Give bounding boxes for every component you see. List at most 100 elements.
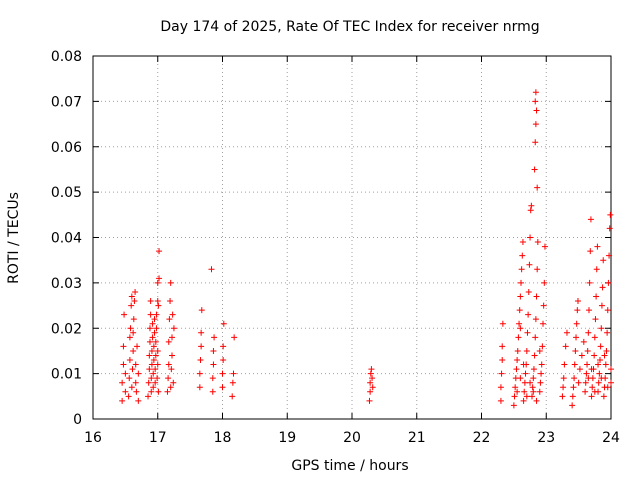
data-point	[366, 397, 373, 404]
data-point	[539, 343, 546, 350]
data-point	[572, 347, 579, 354]
data-point	[146, 338, 153, 345]
data-point	[126, 357, 133, 364]
chart-title: Day 174 of 2025, Rate Of TEC Index for r…	[160, 19, 539, 35]
data-point	[588, 393, 595, 400]
data-point	[154, 361, 161, 368]
grid	[93, 56, 611, 419]
data-point	[569, 393, 576, 400]
data-point	[219, 384, 226, 391]
data-point	[154, 347, 161, 354]
data-point	[578, 352, 585, 359]
data-point	[154, 279, 161, 286]
data-point	[604, 329, 611, 336]
data-point	[582, 388, 589, 395]
data-point	[499, 357, 506, 364]
data-point	[570, 384, 577, 391]
data-point	[368, 366, 375, 373]
x-tick-label: 18	[214, 430, 232, 446]
data-point	[367, 379, 374, 386]
data-point	[598, 325, 605, 332]
y-tick-label: 0.02	[51, 321, 82, 337]
data-point	[151, 316, 158, 323]
data-point	[146, 325, 153, 332]
data-point	[600, 393, 607, 400]
data-point	[598, 302, 605, 309]
data-point	[210, 347, 217, 354]
data-point	[601, 352, 608, 359]
x-tick-label: 16	[84, 430, 102, 446]
data-point	[122, 370, 129, 377]
y-tick-label: 0.07	[51, 94, 82, 110]
data-point	[220, 357, 227, 364]
data-point	[534, 184, 541, 191]
data-point	[517, 293, 524, 300]
data-point	[198, 329, 205, 336]
x-tick-label: 22	[473, 430, 491, 446]
data-point	[587, 216, 594, 223]
data-point	[150, 343, 157, 350]
data-point	[148, 375, 155, 382]
data-point	[514, 388, 521, 395]
data-point	[130, 316, 137, 323]
data-point	[148, 347, 155, 354]
data-point	[532, 316, 539, 323]
data-point	[155, 302, 162, 309]
data-point	[595, 379, 602, 386]
data-point	[166, 316, 173, 323]
x-tick-label: 24	[602, 430, 620, 446]
data-point	[150, 357, 157, 364]
data-point	[530, 366, 537, 373]
data-point	[151, 329, 158, 336]
data-point	[573, 334, 580, 341]
data-point	[523, 393, 530, 400]
data-point	[604, 384, 611, 391]
data-point	[152, 366, 159, 373]
data-point	[132, 361, 139, 368]
data-point	[608, 379, 614, 386]
data-point	[529, 384, 536, 391]
data-point	[211, 334, 218, 341]
data-point	[126, 334, 133, 341]
data-point	[146, 366, 153, 373]
data-point	[125, 393, 132, 400]
data-point	[156, 248, 163, 255]
data-point	[538, 361, 545, 368]
data-point	[592, 316, 599, 323]
data-point	[198, 343, 205, 350]
data-point	[521, 388, 528, 395]
data-point	[529, 393, 536, 400]
data-point	[580, 338, 587, 345]
data-point	[583, 370, 590, 377]
data-point	[589, 384, 596, 391]
data-point	[126, 375, 133, 382]
data-point	[595, 361, 602, 368]
data-point	[526, 261, 533, 268]
data-point	[156, 275, 163, 282]
x-tick-label: 20	[343, 430, 361, 446]
x-tick-label: 23	[537, 430, 555, 446]
data-point	[231, 334, 238, 341]
data-point	[198, 307, 205, 314]
data-point	[585, 329, 592, 336]
data-point	[608, 366, 614, 373]
x-axis-label: GPS time / hours	[291, 458, 408, 474]
y-tick-label: 0.05	[51, 185, 82, 201]
data-point	[170, 379, 177, 386]
data-point	[597, 343, 604, 350]
data-point	[165, 338, 172, 345]
data-point	[598, 375, 605, 382]
data-point	[512, 384, 519, 391]
data-point	[219, 370, 226, 377]
data-point	[147, 311, 154, 318]
data-point	[528, 202, 535, 209]
data-point	[121, 311, 128, 318]
data-point	[230, 370, 237, 377]
data-point	[591, 334, 598, 341]
data-point	[605, 279, 612, 286]
data-point	[582, 379, 589, 386]
y-tick-label: 0.03	[51, 276, 82, 292]
data-point	[569, 402, 576, 409]
data-point	[148, 361, 155, 368]
data-point	[510, 402, 517, 409]
